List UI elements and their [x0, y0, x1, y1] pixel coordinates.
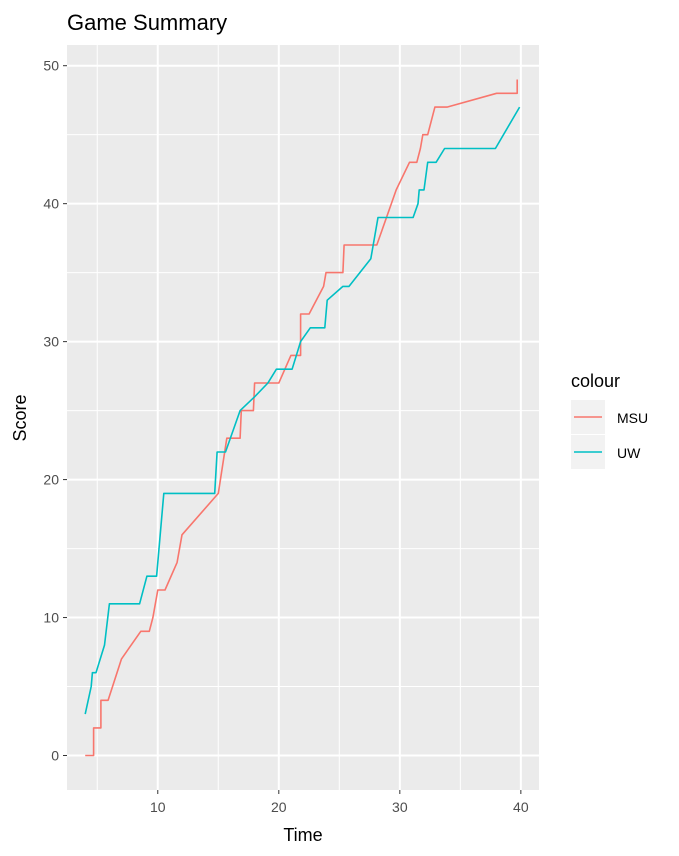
- x-tick-label: 20: [271, 799, 287, 815]
- x-axis-title: Time: [283, 825, 322, 845]
- legend-label: MSU: [617, 410, 648, 426]
- series-lines: [84, 79, 521, 757]
- y-tick-label: 50: [43, 58, 59, 74]
- legend-items: MSU UW: [571, 400, 648, 469]
- y-tick-label: 0: [51, 748, 59, 764]
- y-axis-title: Score: [10, 394, 30, 441]
- x-tick-label: 10: [150, 799, 166, 815]
- x-axis-ticks: 10 20 30 40: [150, 790, 529, 815]
- y-tick-label: 20: [43, 472, 59, 488]
- y-tick-label: 30: [43, 334, 59, 350]
- y-tick-label: 10: [43, 610, 59, 626]
- legend-label: UW: [617, 445, 641, 461]
- chart-title: Game Summary: [67, 10, 227, 35]
- series-line-msu: [85, 79, 518, 757]
- x-tick-label: 40: [513, 799, 529, 815]
- major-gridlines: [67, 45, 539, 790]
- series-line-uw: [84, 106, 521, 715]
- plot-panel: [67, 45, 539, 790]
- legend-title: colour: [571, 371, 620, 391]
- y-tick-label: 40: [43, 196, 59, 212]
- legend: colour MSU UW: [571, 371, 648, 469]
- minor-gridlines: [67, 45, 539, 790]
- y-axis-ticks: 0 10 20 30 40 50: [43, 58, 67, 764]
- x-tick-label: 30: [392, 799, 408, 815]
